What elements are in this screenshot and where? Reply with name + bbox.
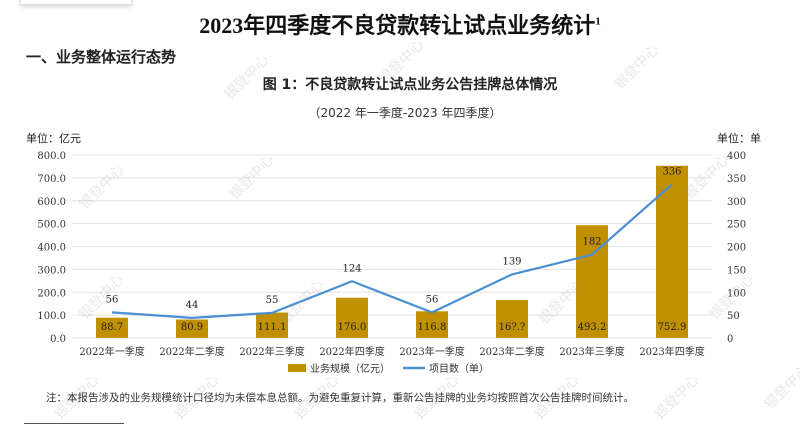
watermark: 银登中心: [222, 52, 273, 103]
x-axis-category: 2023年四季度: [639, 345, 704, 358]
bar-value-label: 176.0: [338, 322, 367, 333]
left-axis-tick: 200.0: [37, 288, 66, 299]
legend-bar-label: 业务规模（亿元）: [310, 362, 390, 375]
left-axis-tick: 100.0: [37, 311, 66, 322]
line-value-label: 139: [502, 256, 521, 267]
figure-title: 图 1：不良贷款转让试点业务公告挂牌总体情况: [262, 77, 558, 93]
right-axis-tick: 50: [727, 311, 740, 322]
left-axis-tick: 800.0: [37, 151, 66, 162]
footnote-mark: 1: [595, 15, 601, 28]
line-value-label: 56: [106, 294, 119, 305]
right-axis-tick: 400: [727, 151, 746, 162]
watermark: 银登中心: [652, 372, 703, 423]
right-axis-tick: 350: [727, 174, 746, 185]
right-axis-unit: 单位：单: [717, 132, 761, 145]
watermark: 银登中心: [682, 152, 733, 203]
x-axis-category: 2022年一季度: [79, 345, 144, 358]
line-value-label: 44: [186, 300, 199, 311]
bar-value-label: 752.9: [658, 322, 687, 333]
watermark: 银登中心: [227, 152, 278, 203]
line-value-label: 56: [426, 294, 439, 305]
footnote-divider: [24, 423, 124, 424]
watermark: 银登中心: [612, 42, 663, 93]
watermark: 银登中心: [277, 277, 328, 328]
x-axis-category: 2022年二季度: [159, 345, 224, 358]
right-axis-tick: 200: [727, 243, 746, 254]
left-axis-unit: 单位：亿元: [26, 132, 81, 145]
line-value-label: 124: [342, 263, 361, 274]
bar-business-scale: [336, 297, 368, 338]
right-axis-tick: 100: [727, 288, 746, 299]
left-axis-tick: 300.0: [37, 265, 66, 276]
line-value-label: 336: [662, 166, 681, 177]
right-axis-tick: 250: [727, 220, 746, 231]
bar-value-label: 80.9: [181, 322, 203, 333]
section-heading: 一、业务整体运行态势: [26, 48, 177, 66]
left-axis-tick: 500.0: [37, 220, 66, 231]
line-project-count: [111, 183, 673, 319]
x-axis-category: 2022年三季度: [239, 345, 304, 358]
page-title-text: 2023年四季度不良贷款转让试点业务统计: [199, 13, 596, 38]
bar-business-scale: [416, 311, 448, 338]
figure-subtitle: （2022 年一季度-2023 年四季度）: [308, 106, 502, 120]
left-axis-tick: 700.0: [37, 174, 66, 185]
bar-value-label: 111.1: [258, 322, 287, 333]
legend-line-label: 项目数（单）: [429, 362, 489, 375]
x-axis-category: 2023年一季度: [399, 345, 464, 358]
bar-business-scale: [256, 312, 288, 338]
right-axis-tick: 0: [727, 334, 733, 345]
footnote-text: 注：本报告涉及的业务规模统计口径均为未偿本息总额。为避免重复计算，重新公告挂牌的…: [46, 392, 634, 404]
left-axis-tick: 0.0: [50, 334, 66, 345]
legend-bar-swatch: [288, 364, 306, 372]
watermark: 银登中心: [377, 37, 428, 88]
page-title: 2023年四季度不良贷款转让试点业务统计1: [0, 8, 800, 40]
bar-business-scale: [96, 317, 128, 338]
bar-business-scale: [496, 300, 528, 338]
right-axis-tick: 300: [727, 197, 746, 208]
line-value-label: 182: [582, 237, 601, 248]
bar-value-label: 116.8: [418, 322, 447, 333]
x-axis-category: 2022年四季度: [319, 345, 384, 358]
right-axis-tick: 150: [727, 265, 746, 276]
bar-business-scale: [176, 319, 208, 338]
top-box: [20, 0, 132, 5]
left-axis-tick: 400.0: [37, 243, 66, 254]
x-axis-category: 2023年二季度: [479, 345, 544, 358]
bar-value-label: 493.2: [578, 322, 607, 333]
line-value-label: 55: [266, 295, 279, 306]
x-axis-category: 2023年三季度: [559, 345, 624, 358]
left-axis-tick: 600.0: [37, 197, 66, 208]
bar-value-label: 88.7: [101, 322, 123, 333]
watermark: 银登中心: [762, 362, 800, 413]
watermark: 银登中心: [77, 162, 128, 213]
bar-value-label: 16?.?: [499, 322, 526, 333]
